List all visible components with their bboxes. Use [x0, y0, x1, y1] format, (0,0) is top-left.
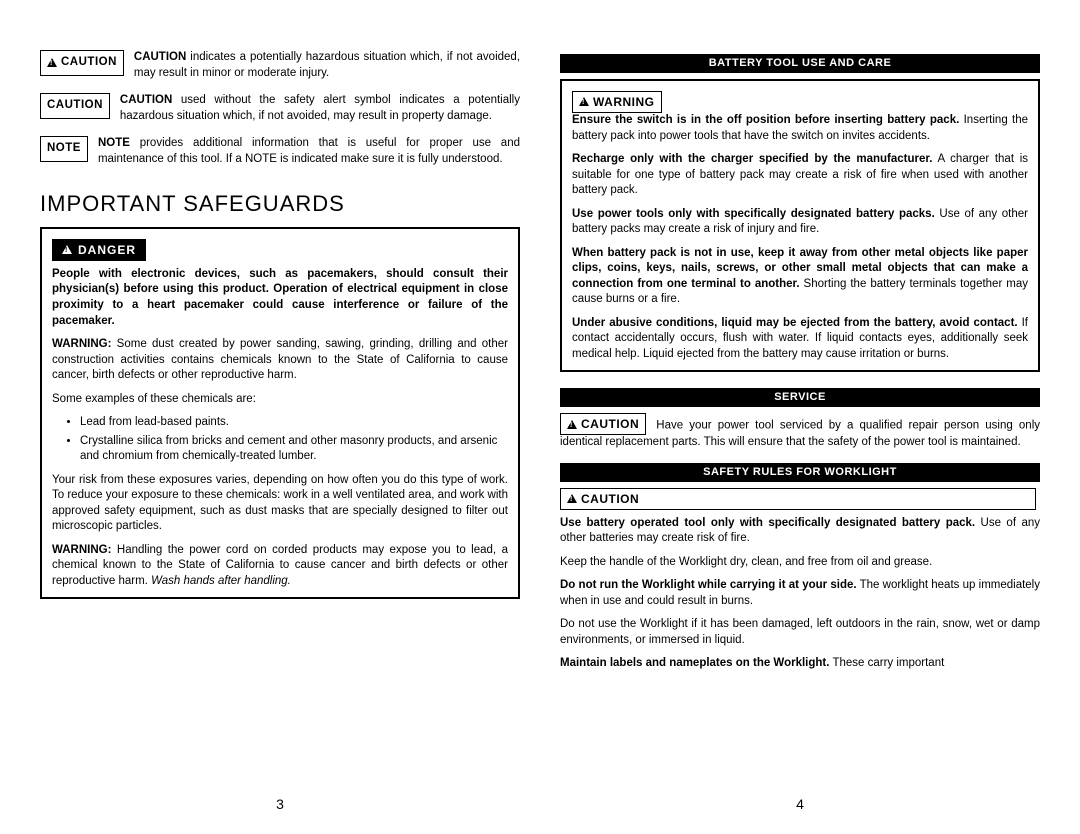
caution-label: CAUTION: [581, 416, 639, 432]
safeguards-heading: IMPORTANT SAFEGUARDS: [40, 189, 520, 219]
warning2-bold: WARNING:: [52, 544, 111, 556]
battery-p4: When battery pack is not in use, keep it…: [572, 246, 1028, 308]
def-bold: CAUTION: [134, 51, 186, 63]
caution-label-text: CAUTION: [61, 55, 117, 71]
caution-label-2: CAUTION: [581, 491, 639, 507]
risk-paragraph: Your risk from these exposures varies, d…: [52, 473, 508, 535]
page-number-left: 3: [40, 785, 520, 814]
p-bold: Use power tools only with specifically d…: [572, 208, 935, 220]
p-bold: Ensure the switch is in the off position…: [572, 114, 959, 126]
warning-text: Some dust created by power sanding, sawi…: [52, 338, 508, 381]
warning-dust-paragraph: WARNING: Some dust created by power sand…: [52, 337, 508, 384]
left-page: CAUTION CAUTION indicates a potentially …: [40, 50, 520, 814]
danger-label: DANGER: [78, 242, 136, 258]
p-text: These carry important: [829, 657, 944, 669]
worklight-p5: Maintain labels and nameplates on the Wo…: [560, 656, 1040, 672]
alert-icon: [62, 245, 72, 254]
p-text: Do not use the Worklight if it has been …: [560, 618, 1040, 646]
def-body: used without the safety alert symbol ind…: [120, 94, 520, 122]
warning-badge: WARNING: [572, 91, 662, 113]
danger-box: DANGER People with electronic devices, s…: [40, 227, 520, 599]
def-caution-plain: CAUTION CAUTION used without the safety …: [40, 93, 520, 124]
battery-p2: Recharge only with the charger specified…: [572, 152, 1028, 199]
def-caution-alert: CAUTION CAUTION indicates a potentially …: [40, 50, 520, 81]
note-def-text: NOTE provides additional information tha…: [98, 136, 520, 167]
worklight-section-bar: SAFETY RULES FOR WORKLIGHT: [560, 463, 1040, 482]
def-bold: NOTE: [98, 137, 130, 149]
def-bold: CAUTION: [120, 94, 172, 106]
note-label-text: NOTE: [47, 141, 81, 157]
battery-warning-box: WARNING Ensure the switch is in the off …: [560, 79, 1040, 372]
chemical-list: Lead from lead-based paints. Crystalline…: [52, 415, 508, 465]
p-bold: Maintain labels and nameplates on the Wo…: [560, 657, 829, 669]
service-paragraph: CAUTION Have your power tool serviced by…: [560, 413, 1040, 451]
warning-label: WARNING: [593, 94, 655, 110]
danger-bold-text: People with electronic devices, such as …: [52, 268, 508, 327]
wash-hands-italic: Wash hands after handling.: [151, 575, 291, 587]
def-body: indicates a potentially hazardous situat…: [134, 51, 520, 79]
battery-p3: Use power tools only with specifically d…: [572, 207, 1028, 238]
page-spread: CAUTION CAUTION indicates a potentially …: [0, 0, 1080, 834]
p-bold: Do not run the Worklight while carrying …: [560, 579, 857, 591]
alert-icon: [567, 420, 577, 429]
def-body: provides additional information that is …: [98, 137, 520, 165]
worklight-p2: Keep the handle of the Worklight dry, cl…: [560, 555, 1040, 571]
p-bold: Recharge only with the charger specified…: [572, 153, 932, 165]
worklight-p3: Do not run the Worklight while carrying …: [560, 578, 1040, 609]
p-bold: Under abusive conditions, liquid may be …: [572, 317, 1018, 329]
danger-badge: DANGER: [52, 239, 146, 261]
examples-intro: Some examples of these chemicals are:: [52, 392, 508, 408]
list-item: Lead from lead-based paints.: [80, 415, 508, 431]
battery-p5: Under abusive conditions, liquid may be …: [572, 316, 1028, 363]
battery-section-bar: BATTERY TOOL USE AND CARE: [560, 54, 1040, 73]
caution-plain-def-text: CAUTION used without the safety alert sy…: [120, 93, 520, 124]
worklight-p1: Use battery operated tool only with spec…: [560, 516, 1040, 547]
warning-bold: WARNING:: [52, 338, 111, 350]
alert-icon: [567, 494, 577, 503]
caution-plain-label-box: CAUTION: [40, 93, 110, 119]
alert-icon: [579, 97, 589, 106]
def-note: NOTE NOTE provides additional informatio…: [40, 136, 520, 167]
caution-badge: CAUTION: [560, 413, 646, 435]
right-page: BATTERY TOOL USE AND CARE WARNING Ensure…: [560, 50, 1040, 814]
list-item: Crystalline silica from bricks and cemen…: [80, 434, 508, 465]
caution-badge-2: CAUTION: [560, 488, 1036, 510]
battery-p1: Ensure the switch is in the off position…: [572, 113, 1028, 144]
service-section-bar: SERVICE: [560, 388, 1040, 407]
worklight-p4: Do not use the Worklight if it has been …: [560, 617, 1040, 648]
p-text: Keep the handle of the Worklight dry, cl…: [560, 556, 932, 568]
note-label-box: NOTE: [40, 136, 88, 162]
alert-icon: [47, 58, 57, 67]
caution-label-box: CAUTION: [40, 50, 124, 76]
danger-paragraph: People with electronic devices, such as …: [52, 267, 508, 329]
warning-cord-paragraph: WARNING: Handling the power cord on cord…: [52, 543, 508, 590]
page-number-right: 4: [560, 785, 1040, 814]
caution-plain-label-text: CAUTION: [47, 98, 103, 114]
caution-def-text: CAUTION indicates a potentially hazardou…: [134, 50, 520, 81]
p-bold: Use battery operated tool only with spec…: [560, 517, 975, 529]
